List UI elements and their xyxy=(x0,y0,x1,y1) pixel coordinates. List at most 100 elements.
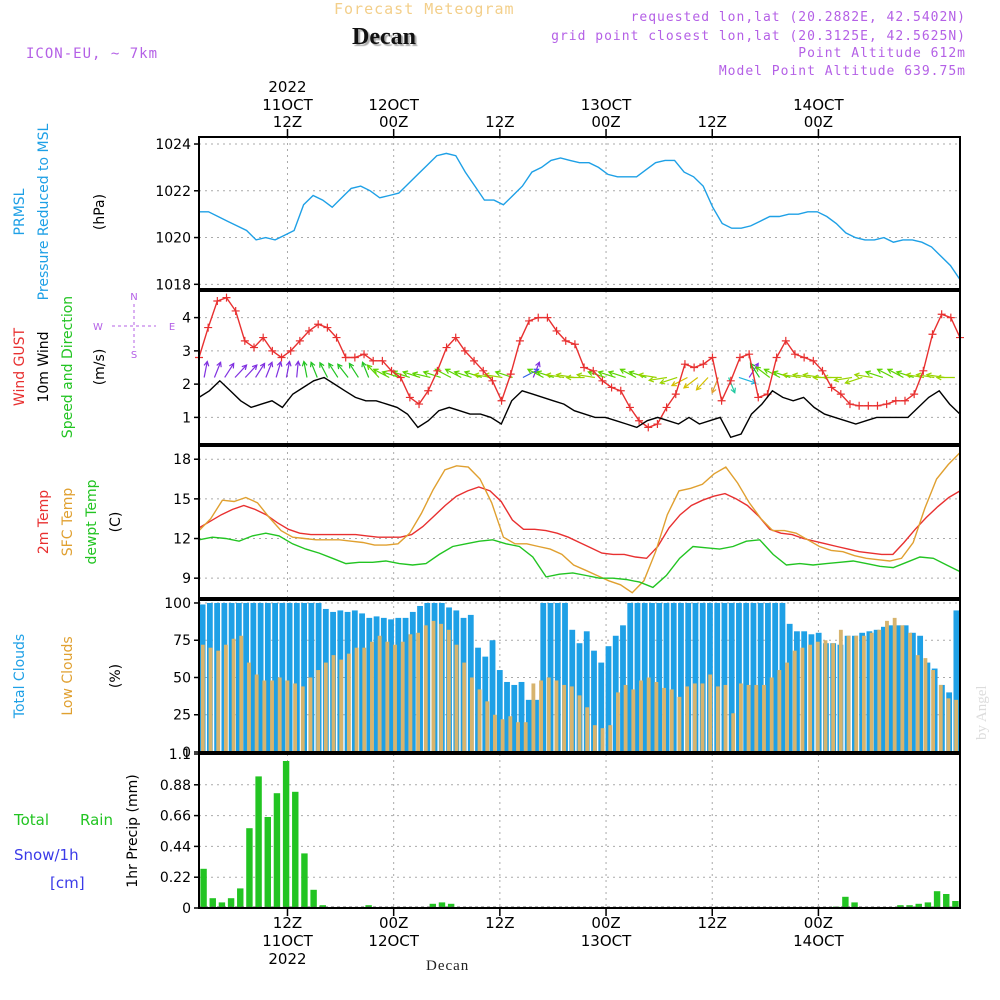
rain-bar xyxy=(851,902,858,908)
wind-arrow-head xyxy=(411,371,418,378)
rain-bar xyxy=(227,898,235,908)
rain-bar xyxy=(301,853,308,908)
total-cloud-bar xyxy=(243,602,250,752)
low-cloud-bar xyxy=(231,638,236,752)
gust-marker xyxy=(497,396,506,405)
time-label-date: 14OCT xyxy=(793,932,844,950)
gust-marker xyxy=(250,343,259,352)
wind-arrow-head xyxy=(711,387,717,394)
low-cloud-bar xyxy=(469,677,474,752)
model-altitude: Model Point Altitude 639.75m xyxy=(718,64,966,79)
total-cloud-bar xyxy=(554,602,561,752)
low-cloud-bar xyxy=(523,722,528,752)
wind-arrow xyxy=(361,362,370,378)
pressure-axis-label: Pressure Reduced to MSL xyxy=(36,123,52,300)
temp-axis-label: SFC Temp xyxy=(60,488,76,557)
precip-panel: 0 0.22 0.44 0.66 0.88 1.1 xyxy=(160,747,961,917)
total-cloud-bar xyxy=(402,617,409,752)
precip-frame xyxy=(198,753,961,909)
wind-arrow-head xyxy=(695,384,702,391)
gust-marker xyxy=(488,376,497,385)
y-tick-label: 3 xyxy=(182,344,191,360)
total-cloud-bar xyxy=(250,602,257,752)
y-tick-label: 4 xyxy=(182,311,191,327)
gust-marker xyxy=(827,383,836,392)
wind-arrow-head xyxy=(401,370,409,376)
total-cloud-bar xyxy=(953,610,960,752)
low-cloud-bar xyxy=(316,670,321,752)
temp-axis-label: (C) xyxy=(108,512,124,533)
total-cloud-bar xyxy=(736,602,742,752)
wind-arrow-head xyxy=(444,368,451,374)
total-cloud-bar xyxy=(228,602,235,752)
gust-marker xyxy=(928,330,937,339)
gust-marker xyxy=(625,403,634,412)
low-cloud-bar xyxy=(223,644,228,752)
total-cloud-bar xyxy=(902,625,909,752)
low-cloud-bar xyxy=(416,632,420,752)
total-cloud-bar xyxy=(649,602,655,752)
precip-rain-label: Rain xyxy=(80,811,113,829)
gust-marker xyxy=(570,340,579,349)
series-line-dewpt-temp xyxy=(198,532,961,589)
wind-arrow xyxy=(696,377,709,391)
low-cloud-bar xyxy=(323,662,328,752)
wind-arrow xyxy=(598,371,616,379)
y-tick-label: 0.66 xyxy=(160,809,191,825)
low-cloud-bar xyxy=(531,683,536,752)
wind-arrow-head xyxy=(812,374,819,381)
wind-arrow xyxy=(896,371,914,379)
low-cloud-bar xyxy=(562,684,567,752)
low-cloud-bar xyxy=(377,635,382,752)
wind-arrow-head xyxy=(935,374,942,381)
low-cloud-bar xyxy=(908,632,912,752)
pressure-axis-label: PRMSL xyxy=(12,188,28,235)
gust-marker xyxy=(790,350,799,359)
wind-arrow xyxy=(546,374,565,379)
wind-arrow xyxy=(337,363,349,378)
gust-marker xyxy=(845,400,854,409)
gust-marker xyxy=(662,403,671,412)
wind-arrow-head xyxy=(844,378,851,385)
total-cloud-bar xyxy=(562,602,568,752)
wind-arrow-head xyxy=(526,368,533,374)
low-cloud-bar xyxy=(739,683,743,752)
wind-arrow-head xyxy=(294,360,301,367)
time-label-hour: 00Z xyxy=(591,113,620,131)
gust-marker xyxy=(607,383,616,392)
low-cloud-bar xyxy=(692,683,697,752)
time-label-hour: 00Z xyxy=(804,914,833,932)
total-cloud-bar xyxy=(917,635,924,752)
gust-marker xyxy=(515,336,524,345)
gust-marker xyxy=(451,333,460,342)
pressure-panel: 1018 1020 1022 1024 xyxy=(155,136,961,293)
wind-arrow-head xyxy=(229,362,235,369)
gust-marker xyxy=(708,353,717,362)
wind-arrow-head xyxy=(216,361,222,368)
wind-arrow-head xyxy=(545,372,552,379)
wind-arrow xyxy=(234,364,248,378)
low-cloud-bar xyxy=(254,674,259,752)
total-cloud-bar xyxy=(591,650,597,752)
point-altitude: Point Altitude 612m xyxy=(798,46,966,61)
rain-bar xyxy=(438,902,446,908)
gust-marker xyxy=(231,306,240,315)
wind-arrow xyxy=(660,376,678,384)
total-cloud-bar xyxy=(924,662,931,752)
gust-marker xyxy=(735,353,744,362)
total-cloud-bar xyxy=(366,617,373,752)
gust-marker xyxy=(433,366,442,375)
total-cloud-bar xyxy=(533,699,539,752)
wind-arrow xyxy=(373,368,390,379)
gust-marker xyxy=(589,366,598,375)
wind-arrow xyxy=(412,372,431,379)
total-cloud-bar xyxy=(714,602,721,752)
wind-arrow-head xyxy=(319,361,325,368)
low-cloud-bar xyxy=(838,629,843,752)
low-cloud-bar xyxy=(708,674,713,752)
wind-arrow xyxy=(728,377,736,393)
time-label-year: 2022 xyxy=(268,78,306,96)
total-cloud-bar xyxy=(482,656,489,752)
